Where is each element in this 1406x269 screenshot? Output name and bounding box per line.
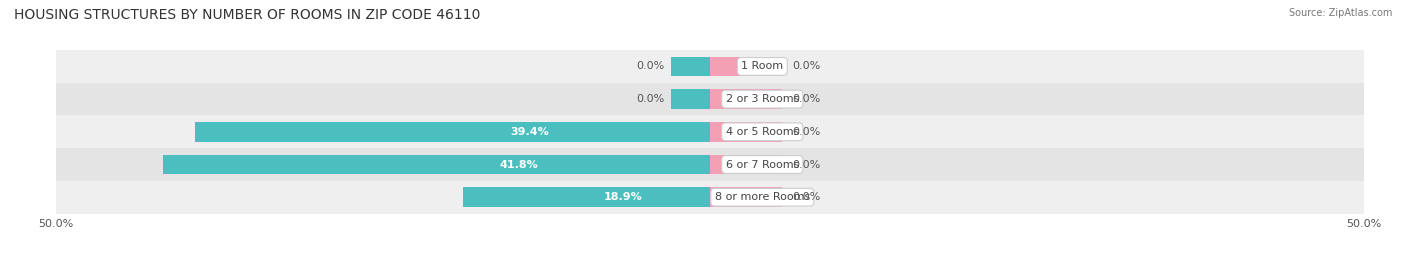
Bar xyxy=(195,122,710,141)
Bar xyxy=(710,187,782,207)
Text: HOUSING STRUCTURES BY NUMBER OF ROOMS IN ZIP CODE 46110: HOUSING STRUCTURES BY NUMBER OF ROOMS IN… xyxy=(14,8,481,22)
Bar xyxy=(56,148,1364,181)
Bar xyxy=(163,155,710,174)
Bar xyxy=(671,56,710,76)
Bar xyxy=(56,115,1364,148)
Text: 18.9%: 18.9% xyxy=(605,192,643,202)
Bar xyxy=(710,155,782,174)
Bar xyxy=(710,122,782,141)
Text: 39.4%: 39.4% xyxy=(510,127,550,137)
Bar xyxy=(56,50,1364,83)
Text: 0.0%: 0.0% xyxy=(636,94,664,104)
Bar xyxy=(710,89,782,109)
Text: 4 or 5 Rooms: 4 or 5 Rooms xyxy=(725,127,799,137)
Text: 0.0%: 0.0% xyxy=(636,61,664,71)
Text: 0.0%: 0.0% xyxy=(793,160,821,169)
Text: 41.8%: 41.8% xyxy=(499,160,538,169)
Text: 2 or 3 Rooms: 2 or 3 Rooms xyxy=(725,94,799,104)
Bar xyxy=(463,187,710,207)
Text: 1 Room: 1 Room xyxy=(741,61,783,71)
Text: 0.0%: 0.0% xyxy=(793,94,821,104)
Bar xyxy=(710,56,782,76)
Text: 8 or more Rooms: 8 or more Rooms xyxy=(714,192,810,202)
Bar xyxy=(56,181,1364,214)
Text: 0.0%: 0.0% xyxy=(793,127,821,137)
Bar xyxy=(671,89,710,109)
Bar xyxy=(56,83,1364,115)
Text: 6 or 7 Rooms: 6 or 7 Rooms xyxy=(725,160,799,169)
Text: 0.0%: 0.0% xyxy=(793,61,821,71)
Text: Source: ZipAtlas.com: Source: ZipAtlas.com xyxy=(1288,8,1392,18)
Text: 0.0%: 0.0% xyxy=(793,192,821,202)
